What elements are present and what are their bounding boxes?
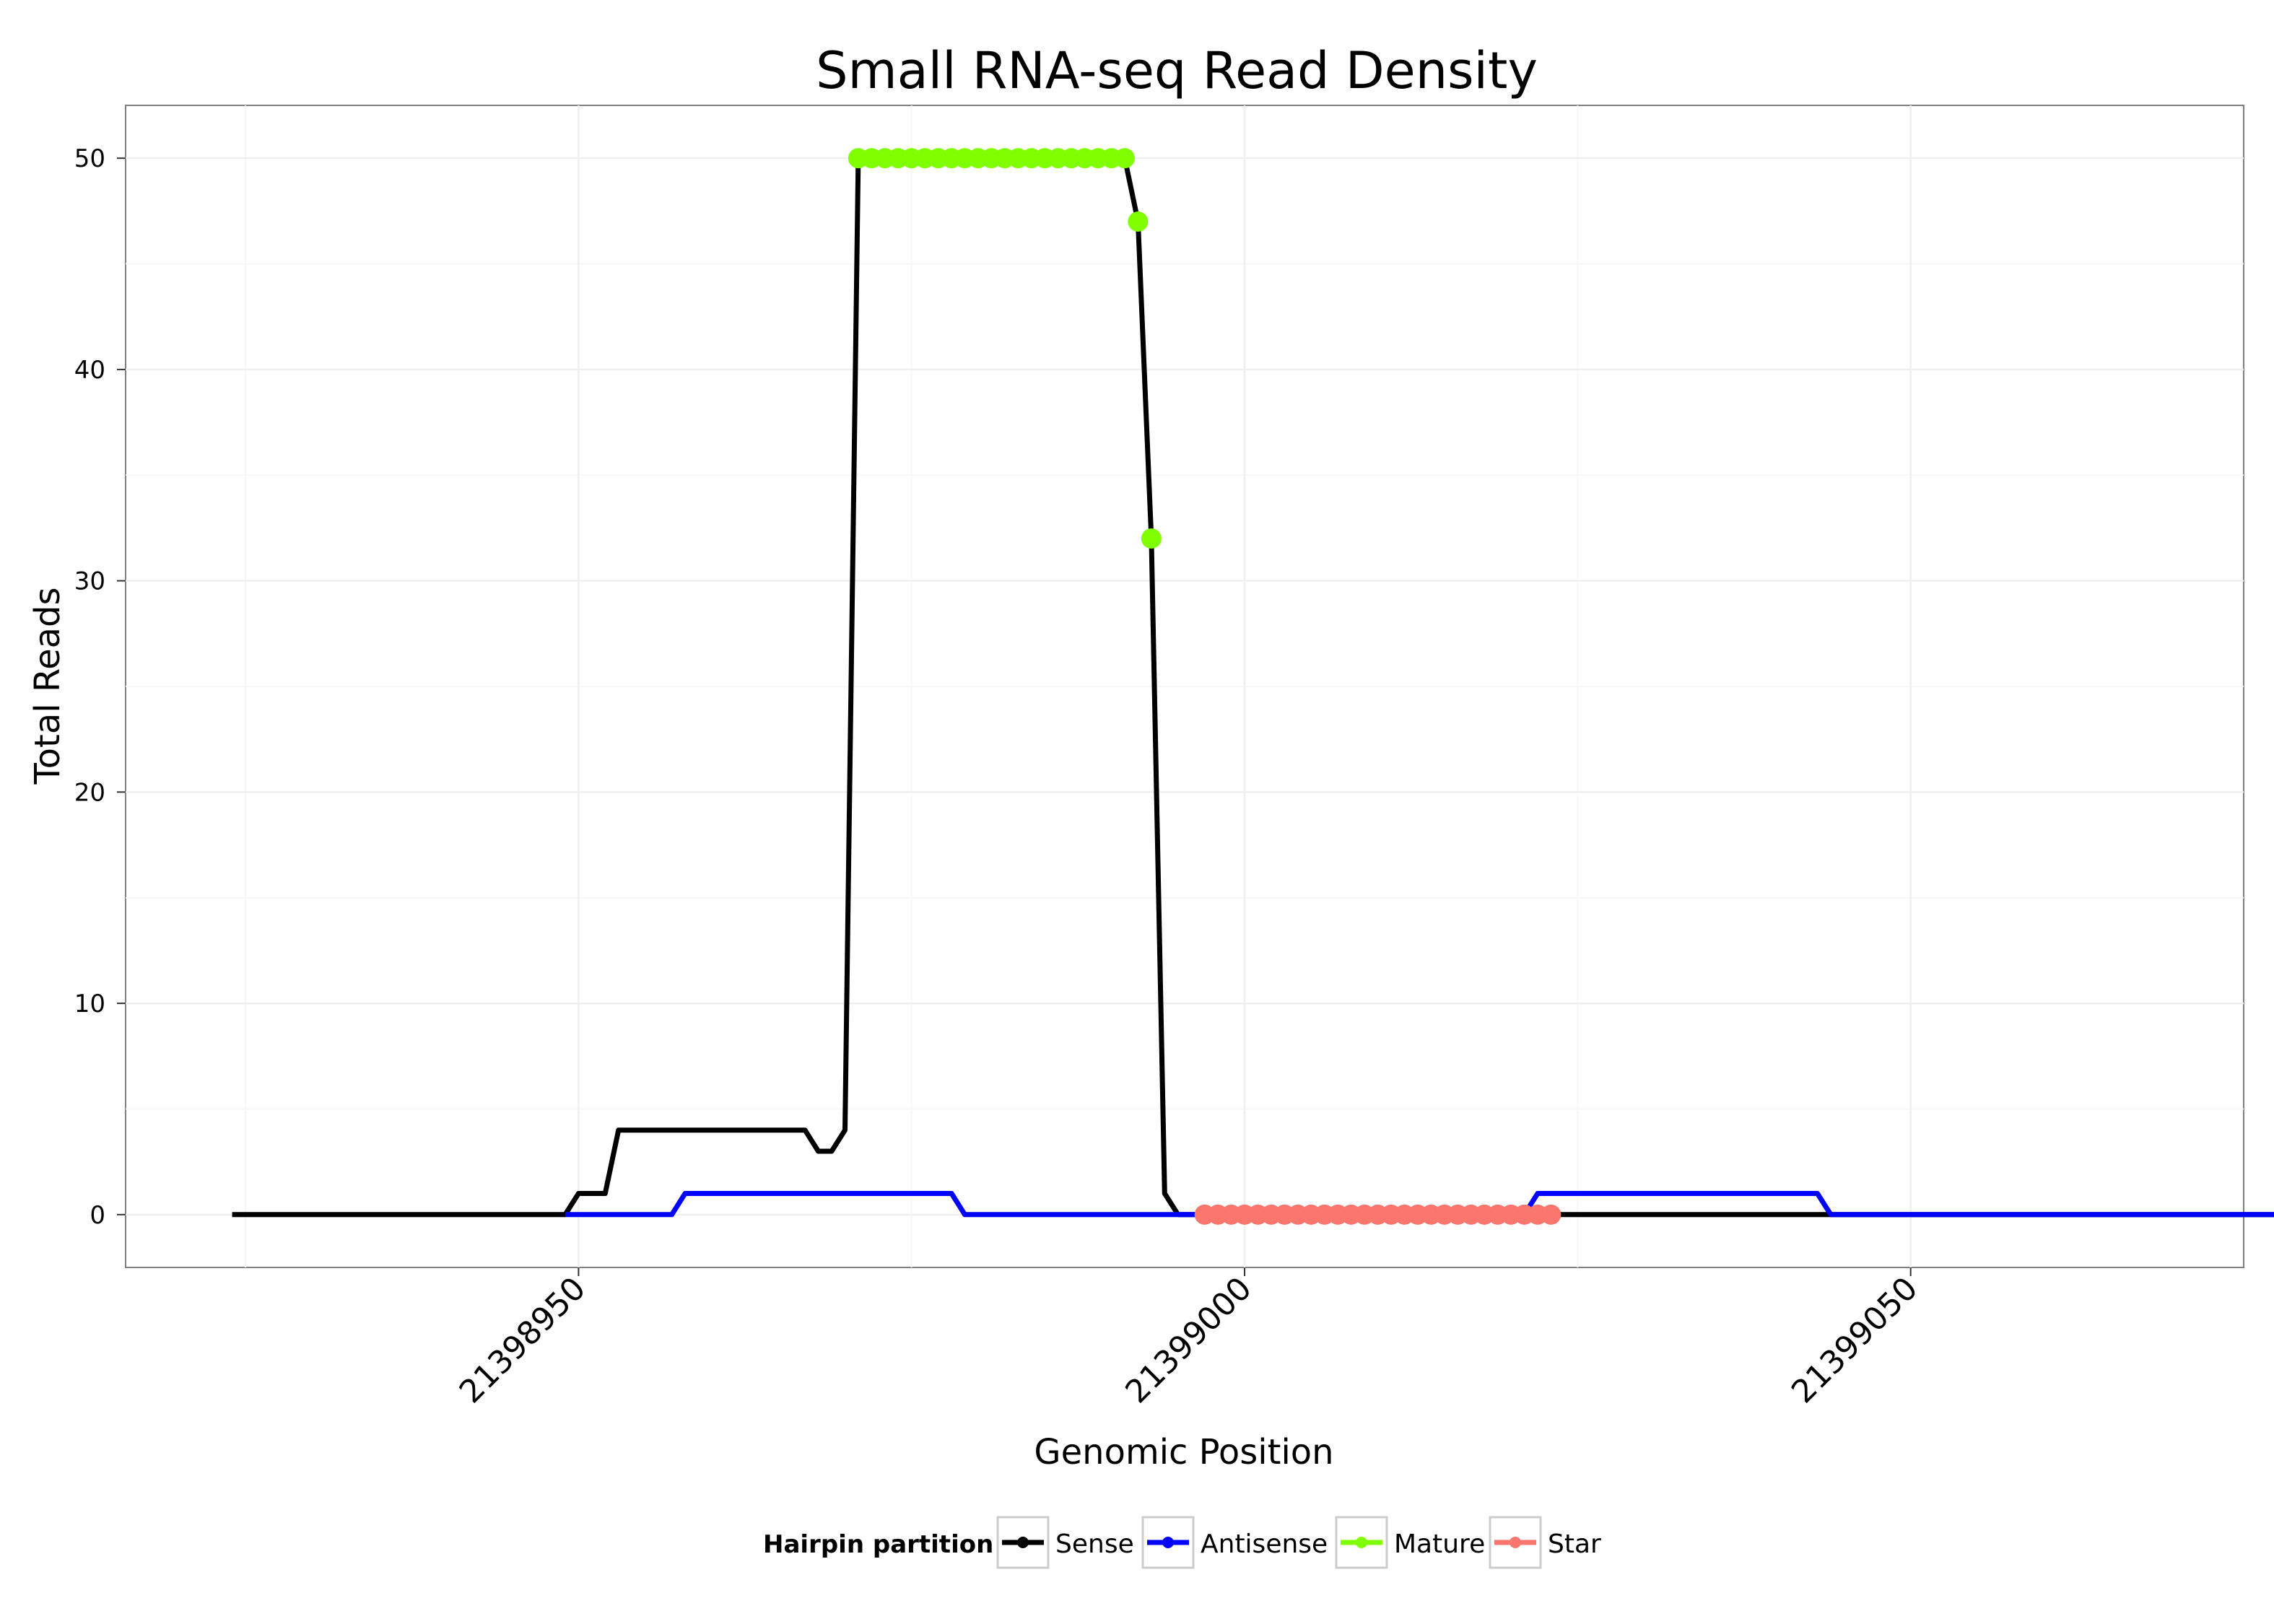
- series-layer: [232, 148, 2274, 1225]
- x-tick-label: 21398950: [453, 1270, 593, 1410]
- y-tick-label: 20: [74, 778, 105, 807]
- series-star-point: [1541, 1204, 1561, 1225]
- legend-label: Antisense: [1201, 1529, 1328, 1559]
- legend-item-mature: Mature: [1335, 1516, 1485, 1569]
- legend-item-antisense: Antisense: [1141, 1516, 1328, 1569]
- legend-label: Sense: [1055, 1529, 1134, 1559]
- legend-label: Star: [1548, 1529, 1601, 1559]
- legend-key-point: [1162, 1537, 1174, 1548]
- y-tick-label: 10: [74, 990, 105, 1018]
- series-sense-line: [232, 155, 2274, 1218]
- legend-item-star: Star: [1489, 1516, 1601, 1569]
- series-mature-point: [1141, 528, 1162, 549]
- y-axis: 0 10 20 30 40 50: [74, 144, 126, 1230]
- chart-title: Small RNA-seq Read Density: [816, 41, 1538, 100]
- minor-gridlines: [126, 105, 2244, 1267]
- legend-item-sense: Sense: [996, 1516, 1134, 1569]
- y-tick-label: 0: [90, 1201, 105, 1230]
- x-axis-label: Genomic Position: [1034, 1432, 1333, 1472]
- series-mature-point: [1128, 211, 1149, 232]
- series-mature-point: [1114, 148, 1135, 169]
- legend-label: Mature: [1394, 1529, 1485, 1559]
- y-tick-label: 30: [74, 567, 105, 596]
- y-tick-label: 40: [74, 356, 105, 385]
- legend: Hairpin partition Sense Antisense Mature St…: [763, 1516, 1601, 1569]
- legend-key-point: [1017, 1537, 1029, 1548]
- legend-title: Hairpin partition: [763, 1530, 993, 1559]
- x-tick-label: 21399050: [1785, 1270, 1925, 1410]
- series-antisense-line: [565, 1191, 2274, 1218]
- x-axis: 21398950 21399000 21399050: [453, 1267, 1925, 1410]
- y-tick-label: 50: [74, 144, 105, 173]
- legend-key-point: [1356, 1537, 1367, 1548]
- x-tick-label: 21399000: [1118, 1270, 1258, 1410]
- legend-key-point: [1510, 1537, 1521, 1548]
- y-axis-label: Total Reads: [27, 588, 68, 785]
